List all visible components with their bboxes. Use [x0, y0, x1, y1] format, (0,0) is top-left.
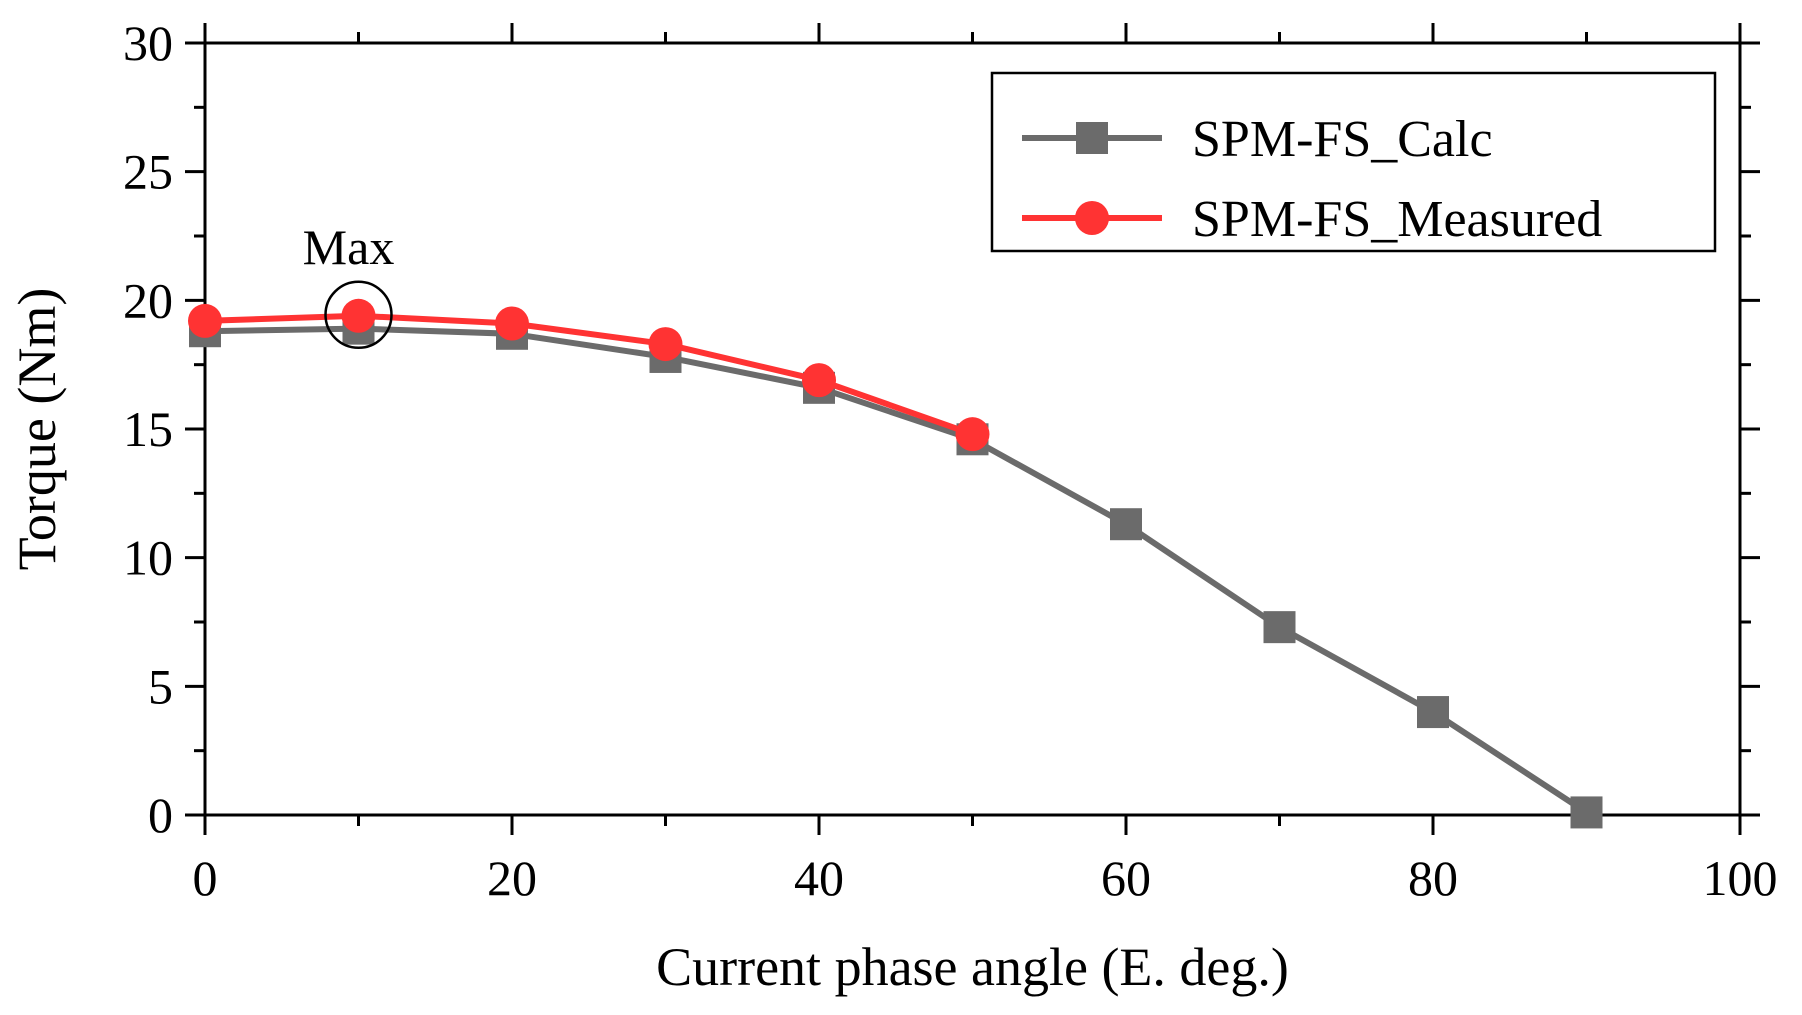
- y-tick-label: 25: [123, 144, 173, 200]
- data-point: [1110, 508, 1142, 541]
- data-point: [648, 327, 683, 362]
- legend-item: SPM-FS_Measured: [1022, 191, 1602, 248]
- legend-marker: [1075, 201, 1109, 235]
- y-tick-label: 0: [148, 787, 173, 843]
- y-tick-label: 5: [148, 658, 173, 714]
- legend-label: SPM-FS_Measured: [1192, 191, 1602, 248]
- y-tick-label: 15: [123, 401, 173, 457]
- y-tick-label: 30: [123, 15, 173, 71]
- legend-label: SPM-FS_Calc: [1192, 111, 1493, 168]
- legend-box: [990, 71, 1717, 253]
- y-tick-label: 20: [123, 272, 173, 328]
- data-point: [188, 303, 222, 338]
- series-line: [204, 325, 1589, 815]
- annotation-layer: Max: [303, 219, 395, 350]
- axes: 0 20 40 60 80 100 0 5 10 15 20 25 30: [123, 15, 1778, 906]
- series-2: [188, 298, 990, 452]
- x-axis-title: Current phase angle (E. deg.): [656, 937, 1289, 997]
- x-tick-label: 80: [1408, 850, 1458, 906]
- legend-item: SPM-FS_Calc: [1022, 111, 1493, 168]
- legend: SPM-FS_Calc SPM-FS_Measured: [990, 71, 1717, 253]
- data-point: [1417, 696, 1449, 729]
- x-tick-label: 60: [1101, 850, 1151, 906]
- max-annotation-label: Max: [303, 219, 395, 275]
- series-layer: [188, 298, 1603, 829]
- data-point: [1570, 796, 1603, 829]
- series-1: [189, 312, 1603, 829]
- data-point: [1263, 611, 1296, 644]
- y-tick-label: 10: [123, 530, 173, 586]
- x-tick-label: 40: [794, 850, 844, 906]
- x-tick-label: 20: [487, 850, 537, 906]
- data-point: [802, 363, 836, 398]
- max-circle-marker: [324, 280, 393, 350]
- x-tick-label: 100: [1703, 850, 1778, 906]
- series-line: [204, 312, 974, 437]
- data-point: [955, 417, 990, 452]
- x-tick-label: 0: [193, 850, 218, 906]
- y-axis-title: Torque (Nm): [7, 288, 67, 571]
- data-point: [341, 298, 376, 333]
- legend-marker: [1076, 122, 1108, 154]
- data-point: [495, 306, 529, 341]
